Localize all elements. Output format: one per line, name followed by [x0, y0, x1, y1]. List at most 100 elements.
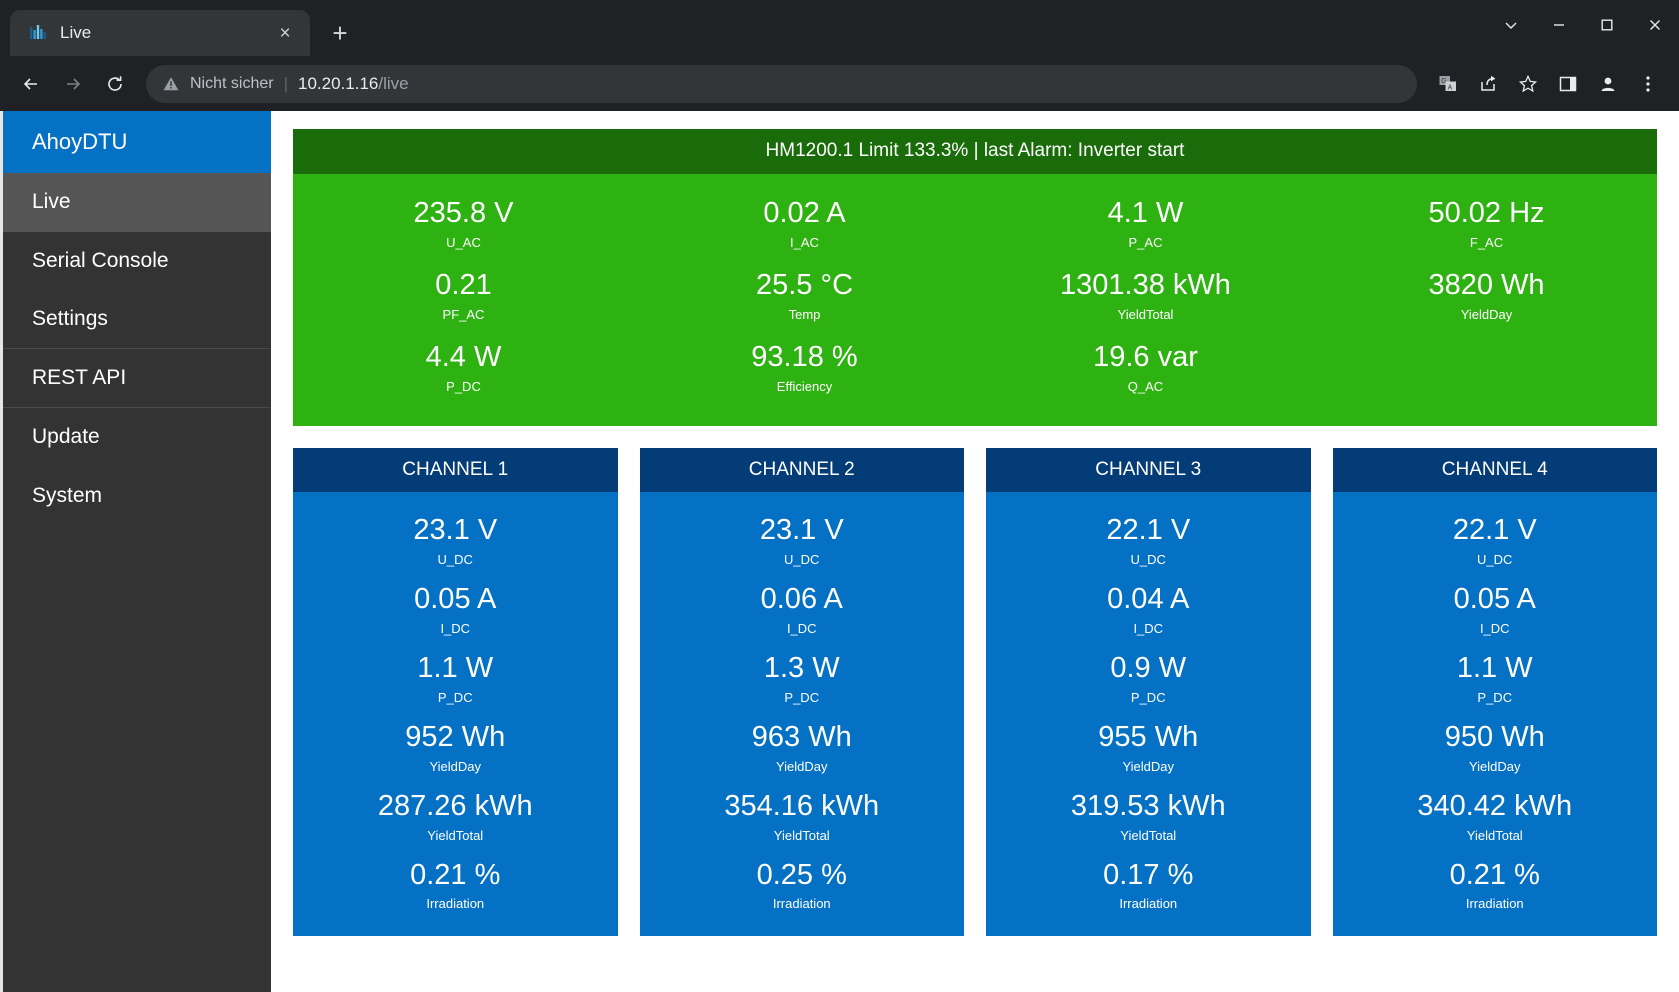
metric-value: 0.06 A [760, 583, 843, 616]
metric-value: 23.1 V [413, 514, 498, 547]
metric-label: P_DC [784, 689, 820, 705]
metric-f-ac: 50.02 Hz F_AC [1316, 188, 1657, 260]
split-screen-icon[interactable] [1549, 65, 1587, 103]
metric-label: PF_AC [442, 307, 485, 323]
channel-card-2: CHANNEL 2 23.1 V U_DC 0.06 A I_DC 1.3 W [639, 447, 965, 937]
metric-u-dc: 23.1 V U_DC [293, 506, 618, 575]
metric-label: P_DC [1477, 689, 1513, 705]
inverter-status-header: HM1200.1 Limit 133.3% | last Alarm: Inve… [293, 129, 1657, 174]
back-arrow-icon[interactable] [12, 65, 50, 103]
metric-value: 0.25 % [756, 859, 847, 892]
channel-card-1: CHANNEL 1 23.1 V U_DC 0.05 A I_DC 1.1 W [293, 447, 618, 937]
metric-label: Irradiation [772, 896, 831, 912]
channel-metrics: 22.1 V U_DC 0.05 A I_DC 1.1 W P_DC 950 [1333, 492, 1658, 936]
close-icon[interactable]: × [279, 22, 291, 44]
metric-label: U_AC [446, 235, 481, 251]
metric-value: 0.05 A [1453, 583, 1536, 616]
metric-yield-day: 3820 Wh YieldDay [1316, 260, 1657, 332]
url-path: /live [378, 73, 409, 93]
svg-text:G: G [1441, 78, 1446, 85]
sidebar-item-system[interactable]: System [32, 483, 103, 507]
metric-u-dc: 23.1 V U_DC [640, 506, 965, 575]
metric-value: 955 Wh [1098, 721, 1199, 754]
metric-value: 952 Wh [405, 721, 506, 754]
metric-label: I_DC [786, 620, 817, 636]
metric-label: YieldTotal [1120, 827, 1177, 843]
inverter-metrics-grid: 235.8 V U_AC 0.02 A I_AC 4.1 W P_AC 50.0… [293, 174, 1657, 426]
sidebar-item-update[interactable]: Update [32, 425, 100, 449]
share-icon[interactable] [1469, 65, 1507, 103]
metric-label: U_DC [1130, 551, 1166, 567]
metric-value: 0.02 A [763, 196, 846, 229]
profile-icon[interactable] [1589, 65, 1627, 103]
tab-strip: Live × + [0, 0, 1679, 56]
metric-label: Q_AC [1127, 379, 1164, 395]
metric-label: Irradiation [1465, 896, 1524, 912]
sidebar-item-settings[interactable]: Settings [32, 306, 108, 330]
sidebar-item-live[interactable]: Live [0, 173, 271, 232]
metric-yield-total: 287.26 kWh YieldTotal [293, 782, 618, 851]
metric-label: U_DC [1477, 551, 1513, 567]
metric-value: 354.16 kWh [724, 790, 880, 823]
metric-yield-day: 952 Wh YieldDay [293, 713, 618, 782]
maximize-icon[interactable] [1583, 0, 1631, 50]
metric-value: 0.05 A [414, 583, 497, 616]
metric-label: Temp [788, 307, 821, 323]
metric-q-ac: 19.6 var Q_AC [975, 332, 1316, 404]
metric-i-dc: 0.04 A I_DC [986, 575, 1311, 644]
minimize-icon[interactable] [1535, 0, 1583, 50]
metric-p-dc: 1.1 W P_DC [1333, 644, 1658, 713]
metric-value: 235.8 V [413, 196, 514, 229]
metric-p-dc: 1.1 W P_DC [293, 644, 618, 713]
sidebar-brand[interactable]: AhoyDTU [0, 111, 271, 174]
metric-value: 22.1 V [1452, 514, 1537, 547]
metric-empty [1316, 332, 1657, 404]
sidebar-item-rest-api[interactable]: REST API [32, 366, 127, 390]
translate-icon[interactable]: G A [1429, 65, 1467, 103]
metric-label: I_DC [1479, 620, 1510, 636]
metric-label: U_DC [437, 551, 473, 567]
browser-tab[interactable]: Live × [10, 10, 310, 56]
sidebar-item-serial-console[interactable]: Serial Console [32, 248, 169, 272]
metric-value: 0.9 W [1110, 652, 1187, 685]
page-scrollbar[interactable] [0, 111, 3, 992]
metric-label: I_DC [1133, 620, 1164, 636]
metric-yield-total: 354.16 kWh YieldTotal [640, 782, 965, 851]
close-icon[interactable] [1631, 0, 1679, 50]
metric-value: 1.3 W [763, 652, 840, 685]
favorite-star-icon[interactable] [1509, 65, 1547, 103]
url-text: 10.20.1.16/live [298, 74, 409, 94]
new-tab-button[interactable]: + [332, 18, 348, 48]
channel-card-3: CHANNEL 3 22.1 V U_DC 0.04 A I_DC 0.9 W [986, 447, 1311, 937]
svg-text:A: A [1448, 84, 1453, 91]
metric-label: Efficiency [776, 379, 833, 395]
metric-i-ac: 0.02 A I_AC [634, 188, 975, 260]
omnibox-separator: | [283, 73, 288, 93]
metric-label: I_AC [790, 235, 819, 251]
metric-value: 1.1 W [417, 652, 494, 685]
metric-label: Irradiation [1119, 896, 1178, 912]
sidebar-divider [0, 348, 271, 350]
metric-yield-total: 319.53 kWh YieldTotal [986, 782, 1311, 851]
reload-icon[interactable] [96, 65, 134, 103]
metric-label: U_DC [784, 551, 820, 567]
chart-bars-favicon [28, 23, 48, 43]
metric-irradiation: 0.21 % Irradiation [293, 851, 618, 920]
address-bar[interactable]: Nicht sicher | 10.20.1.16/live [146, 64, 1417, 103]
security-status-label: Nicht sicher [190, 74, 274, 92]
chevron-down-icon[interactable] [1487, 0, 1535, 50]
settings-more-icon[interactable] [1629, 65, 1667, 103]
metric-value: 950 Wh [1444, 721, 1545, 754]
forward-arrow-icon[interactable] [54, 65, 92, 103]
window-controls [1487, 0, 1679, 50]
inverter-card: HM1200.1 Limit 133.3% | last Alarm: Inve… [293, 129, 1657, 426]
browser-toolbar: Nicht sicher | 10.20.1.16/live G A [0, 56, 1679, 111]
metric-label: YieldDay [1468, 758, 1521, 774]
metric-label: I_DC [440, 620, 471, 636]
sidebar-divider [0, 407, 271, 409]
metric-yield-day: 955 Wh YieldDay [986, 713, 1311, 782]
metric-value: 22.1 V [1106, 514, 1191, 547]
metric-label: YieldTotal [1466, 827, 1523, 843]
metric-label: P_DC [446, 379, 481, 395]
